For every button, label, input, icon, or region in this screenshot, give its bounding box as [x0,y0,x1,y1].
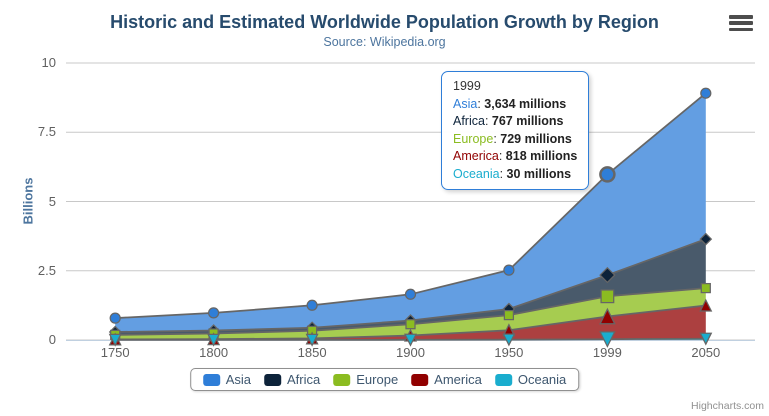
y-axis-label: 2.5 [37,262,56,278]
tooltip-row: Asia: 3,634 millions [453,96,567,111]
x-axis-label: 1750 [100,345,130,360]
y-axis-label: 7.5 [37,124,56,140]
tooltip-rows: Asia: 3,634 millions Africa: 767 millions… [453,96,577,184]
tooltip-row: Europe: 729 millions [453,131,572,146]
legend-label: Oceania [517,372,567,387]
export-menu-button[interactable] [729,15,753,33]
tooltip-row: America: 818 millions [453,149,578,163]
hamburger-icon [729,21,753,25]
credits-link[interactable]: Highcharts.com [691,400,764,412]
legend-item-america[interactable]: America [411,372,482,387]
y-axis-label: 5 [48,193,56,209]
y-axis-label: 10 [41,55,56,70]
x-axis-label: 1800 [199,345,229,360]
y-axis-label: 0 [48,332,56,347]
legend-item-europe[interactable]: Europe [333,372,398,387]
legend-item-oceania[interactable]: Oceania [494,372,567,387]
legend-swatch [411,373,429,386]
legend-label: Europe [356,372,399,387]
legend-label: Asia [225,372,252,387]
legend-item-africa[interactable]: Africa [264,372,320,387]
chart-title: Historic and Estimated Worldwide Populat… [110,12,659,32]
tooltip-row: Africa: 767 millions [453,114,564,128]
chart-subtitle: Source: Wikipedia.org [323,35,446,49]
x-axis-label: 2050 [691,345,721,360]
legend-label: America [434,372,482,387]
tooltip: 1999 Asia: 3,634 millions Africa: 767 mil… [441,71,590,190]
legend-label: Africa [287,372,321,387]
legend-swatch [264,373,282,386]
x-axis-label: 1950 [494,345,524,360]
x-axis-label: 1999 [592,345,622,360]
series-oceania-markers[interactable] [108,331,713,348]
legend-swatch [202,373,220,386]
x-axis-label: 1850 [297,345,327,360]
hamburger-icon [729,15,753,19]
x-axis-label: 1900 [396,345,425,360]
legend-swatch [494,373,512,386]
series-asia-markers[interactable] [109,87,712,324]
legend-swatch [333,373,351,386]
tooltip-row: Oceania: 30 millions [453,166,572,181]
tooltip-header: 1999 [453,79,481,93]
hamburger-icon [729,27,753,32]
legend-item-asia[interactable]: Asia [202,372,252,387]
legend: Asia Africa Europe America Oceania [189,368,580,391]
